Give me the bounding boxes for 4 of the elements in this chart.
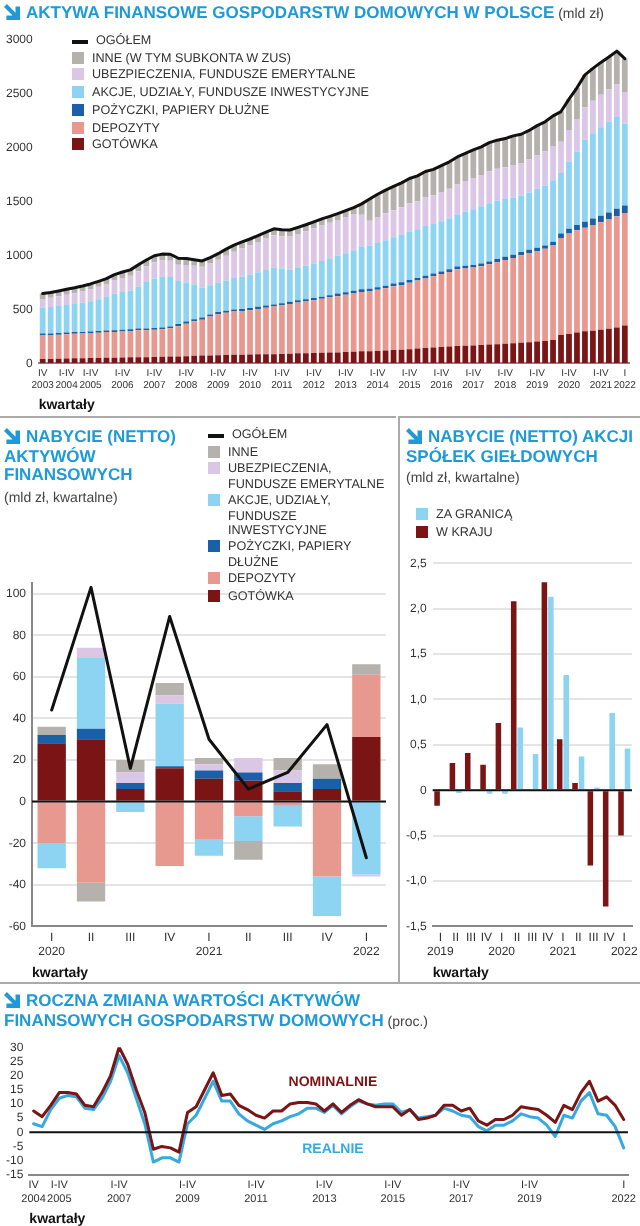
chart-title: NABYCIE (NETTO) AKCJI SPÓŁEK GIEŁDOWYCH: [406, 426, 633, 465]
chart-title: ROCZNA ZMIANA WARTOŚCI AKTYWÓW FINANSOWYCH GOSPODARSTW DOMOWYCH: [4, 990, 384, 1029]
chart-title: NABYCIE (NETTO) AKTYWÓW FINANSOWYCH: [4, 426, 176, 484]
chart-title: AKTYWA FINANSOWE GOSPODARSTW DOMOWYCH W POLSCE: [26, 2, 555, 22]
